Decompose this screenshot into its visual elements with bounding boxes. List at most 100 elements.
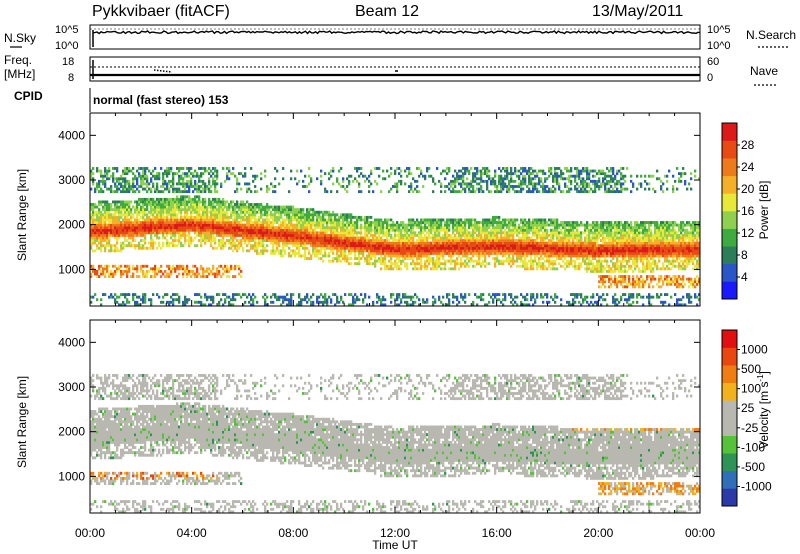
- power-cell: [338, 223, 341, 227]
- power-cell: [478, 223, 481, 227]
- power-cell: [458, 251, 461, 255]
- power-cell: [210, 213, 213, 217]
- power-cell: [152, 221, 155, 224]
- power-cell: [450, 241, 453, 245]
- power-cell: [336, 231, 339, 235]
- power-cell: [124, 264, 127, 268]
- power-cell: [358, 182, 361, 186]
- power-cell: [394, 259, 397, 263]
- power-cell: [338, 257, 341, 260]
- power-cell: [266, 187, 269, 191]
- power-cell: [268, 236, 271, 240]
- power-cell: [160, 167, 163, 170]
- power-cell: [224, 223, 227, 227]
- power-cell: [368, 251, 371, 255]
- power-cell: [518, 223, 521, 227]
- power-cell: [510, 241, 513, 245]
- power-cell: [410, 218, 413, 222]
- power-cell: [342, 185, 345, 188]
- power-cell: [192, 221, 195, 224]
- beam-title: Beam 12: [355, 3, 419, 20]
- power-cell: [352, 223, 355, 227]
- power-cell: [192, 190, 195, 194]
- power-cell: [402, 233, 405, 237]
- power-cell: [196, 200, 199, 204]
- power-cell: [272, 226, 275, 230]
- power-cell: [198, 239, 201, 242]
- power-cell: [260, 251, 263, 255]
- power-cell: [106, 200, 109, 204]
- power-cell: [186, 200, 189, 204]
- power-cell: [122, 218, 125, 222]
- power-cell: [144, 208, 147, 212]
- power-cell: [408, 190, 411, 194]
- power-cell: [458, 249, 461, 253]
- power-cell: [184, 213, 187, 217]
- power-cell: [286, 228, 289, 232]
- power-cell: [190, 179, 193, 183]
- power-cell: [522, 231, 525, 235]
- power-cell: [210, 272, 213, 276]
- power-cell: [494, 218, 497, 222]
- power-cell: [102, 213, 105, 217]
- power-cell: [276, 236, 279, 240]
- power-cell: [490, 251, 493, 255]
- power-cell: [100, 179, 103, 183]
- power-cell: [472, 251, 475, 255]
- power-cell: [430, 244, 433, 248]
- power-cell: [250, 303, 253, 307]
- power-cell: [452, 251, 455, 255]
- power-cell: [154, 174, 157, 178]
- power-cell: [520, 239, 523, 242]
- power-cell: [112, 231, 115, 235]
- power-cell: [470, 221, 473, 224]
- power-cell: [512, 254, 515, 258]
- power-cell: [494, 264, 497, 268]
- power-cell: [256, 190, 259, 194]
- power-cell: [186, 213, 189, 217]
- power-cell: [202, 208, 205, 212]
- power-cell: [184, 215, 187, 219]
- power-cell: [456, 246, 459, 250]
- power-cell: [178, 208, 181, 212]
- power-cell: [216, 223, 219, 227]
- power-cell: [334, 231, 337, 235]
- power-cell: [246, 182, 249, 186]
- power-cell: [436, 249, 439, 253]
- power-cell: [232, 200, 235, 204]
- power-cell: [358, 185, 361, 188]
- power-cell: [282, 218, 285, 222]
- power-cell: [448, 303, 451, 307]
- power-cell: [108, 213, 111, 217]
- power-cell: [198, 197, 201, 201]
- power-cell: [150, 177, 153, 181]
- power-cell: [472, 185, 475, 188]
- power-cell: [420, 246, 423, 250]
- power-cell: [466, 233, 469, 237]
- power-cell: [110, 205, 113, 209]
- power-cell: [140, 231, 143, 235]
- power-cell: [204, 231, 207, 235]
- power-cell: [496, 231, 499, 235]
- power-cell: [164, 275, 167, 278]
- power-cell: [110, 293, 113, 296]
- power-cell: [186, 269, 189, 273]
- power-cell: [286, 241, 289, 245]
- power-cell: [358, 246, 361, 250]
- power-cell: [298, 300, 301, 304]
- power-cell: [452, 300, 455, 304]
- power-cell: [138, 167, 141, 170]
- power-cell: [500, 223, 503, 227]
- power-cell: [138, 223, 141, 227]
- power-cell: [122, 241, 125, 245]
- power-cell: [358, 298, 361, 302]
- power-cell: [320, 218, 323, 222]
- power-cell: [374, 257, 377, 260]
- power-cell: [258, 241, 261, 245]
- power-cell: [260, 205, 263, 209]
- power-cell: [410, 239, 413, 242]
- power-cell: [352, 298, 355, 302]
- power-cell: [282, 254, 285, 258]
- power-cell: [242, 215, 245, 219]
- power-cell: [290, 249, 293, 253]
